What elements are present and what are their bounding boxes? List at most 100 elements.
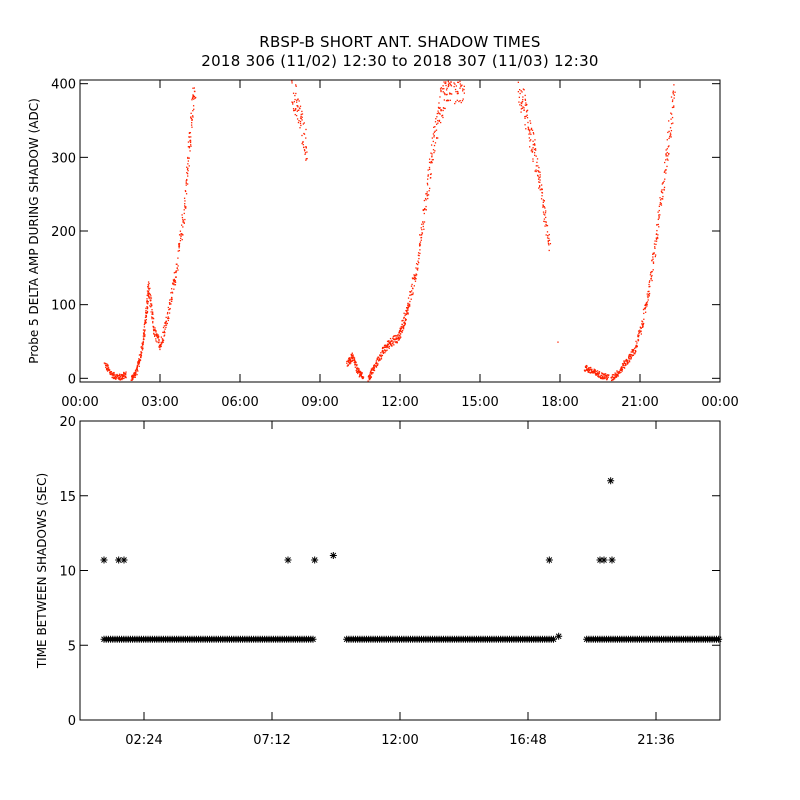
- data-point: [192, 116, 194, 118]
- data-point: [547, 234, 549, 237]
- data-point: [534, 154, 536, 156]
- data-point: [588, 367, 590, 369]
- data-point: [414, 280, 417, 282]
- data-point: [396, 337, 398, 340]
- data-point: [610, 379, 613, 382]
- data-point: [295, 92, 297, 95]
- data-point: [188, 146, 190, 148]
- data-point: [357, 370, 359, 372]
- data-point: [148, 282, 150, 285]
- data-point: [121, 377, 123, 379]
- data-point: [412, 277, 414, 280]
- data-point: [388, 340, 390, 342]
- data-point: [157, 337, 159, 339]
- data-point: [657, 211, 659, 213]
- data-point: [153, 329, 155, 332]
- data-point: [148, 289, 150, 291]
- data-point: [432, 140, 434, 143]
- data-point: [615, 374, 617, 376]
- data-point: [104, 363, 107, 365]
- data-point: [647, 290, 649, 293]
- data-point: [373, 367, 376, 369]
- top-panel: 00:00 03:00 06:00 09:00 12:00 15:00 18:00 21:00…: [27, 78, 739, 410]
- data-point: [670, 136, 672, 138]
- data-point: [356, 364, 358, 366]
- top-x-tick-label: 06:00: [221, 395, 258, 410]
- data-point: [542, 201, 544, 203]
- data-point: [185, 207, 187, 209]
- data-point: [144, 329, 146, 331]
- data-point: [147, 290, 150, 293]
- data-point: [171, 292, 174, 294]
- data-point: [183, 221, 185, 223]
- data-point: [114, 377, 116, 380]
- data-point: [178, 249, 181, 252]
- data-point: [586, 365, 588, 367]
- data-point: [631, 349, 633, 351]
- data-point: [664, 161, 666, 164]
- data-point: [138, 365, 140, 367]
- data-point: [430, 162, 432, 164]
- data-point: [292, 103, 294, 105]
- data-point: [412, 293, 414, 296]
- data-point: [544, 225, 546, 227]
- data-point: [136, 369, 138, 371]
- data-point: [298, 109, 300, 111]
- data-point: [542, 199, 544, 201]
- data-point: [369, 375, 372, 377]
- top-x-tick-label: 09:00: [301, 395, 338, 410]
- data-point: [616, 370, 618, 372]
- data-point: [354, 364, 356, 366]
- data-point: [427, 197, 429, 200]
- data-point: [192, 110, 194, 112]
- data-point: [410, 285, 413, 287]
- data-point: [409, 305, 411, 307]
- data-point: [178, 245, 181, 247]
- data-point: [436, 137, 438, 139]
- data-point: [149, 300, 152, 302]
- data-point: [187, 160, 190, 162]
- data-point: [641, 322, 643, 325]
- data-point: [528, 130, 531, 132]
- data-point: [426, 194, 429, 196]
- data-point: [351, 357, 353, 359]
- data-point: [375, 366, 378, 368]
- top-x-tick-label: 18:00: [541, 395, 578, 410]
- data-point: [165, 324, 168, 326]
- data-point: [632, 350, 634, 352]
- data-point: [148, 287, 150, 290]
- data-point: [428, 161, 431, 164]
- data-point: [346, 362, 348, 364]
- data-point: [184, 190, 187, 192]
- data-point: [428, 190, 430, 192]
- data-point: [441, 114, 444, 117]
- data-point: [124, 373, 126, 376]
- top-x-tick-label: 00:00: [61, 395, 98, 410]
- data-point: [153, 333, 155, 335]
- data-point: [120, 377, 123, 380]
- data-point: [184, 218, 186, 221]
- data-point: [404, 313, 407, 315]
- data-point: [395, 341, 397, 344]
- data-point: [294, 94, 296, 97]
- data-point: [437, 122, 439, 124]
- data-point: [368, 374, 371, 376]
- data-point: [606, 377, 609, 380]
- data-point: [557, 341, 559, 343]
- data-point: [530, 139, 532, 141]
- data-point: [151, 309, 153, 311]
- data-point: [150, 297, 153, 299]
- data-point: [428, 158, 431, 160]
- data-point: [548, 239, 551, 242]
- data-point: [665, 155, 667, 157]
- data-point: [292, 92, 295, 94]
- data-point: [537, 169, 539, 172]
- data-point: [646, 293, 648, 295]
- data-point: [417, 260, 419, 262]
- data-point: [118, 378, 120, 381]
- data-point: [462, 98, 464, 100]
- data-point: [382, 352, 385, 355]
- data-point: [618, 372, 620, 374]
- data-point: [429, 177, 432, 179]
- data-point: [164, 328, 166, 330]
